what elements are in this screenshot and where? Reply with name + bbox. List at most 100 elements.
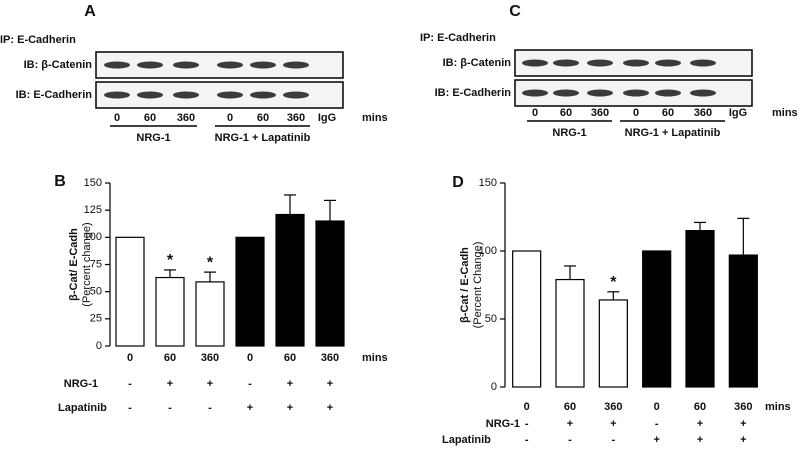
blot-band: [522, 89, 548, 97]
blot-band: [522, 59, 548, 67]
lane-label: 60: [144, 112, 156, 124]
blot-band: [104, 91, 130, 99]
blot-band: [623, 59, 649, 67]
condition-sign: +: [167, 378, 173, 390]
condition-sign: -: [525, 418, 529, 430]
x-tick-label: 360: [201, 352, 219, 364]
unit-label: mins: [772, 107, 798, 119]
group-label: NRG-1 + Lapatinib: [215, 132, 311, 144]
ip-label: IP: E-Cadherin: [0, 34, 76, 46]
condition-sign: -: [168, 402, 172, 414]
bar: [315, 220, 345, 347]
bar: [512, 250, 542, 388]
x-tick-label: 360: [321, 352, 339, 364]
lane-label: 360: [591, 107, 609, 119]
y-tick-label: 100: [479, 245, 497, 257]
x-tick-label: 60: [284, 352, 296, 364]
condition-sign: +: [207, 378, 213, 390]
bar: [555, 278, 585, 388]
y-tick-label: 75: [90, 258, 102, 270]
blot-band: [137, 61, 163, 69]
y-tick-label: 25: [90, 313, 102, 325]
blot-band: [553, 59, 579, 67]
condition-sign: +: [567, 418, 573, 430]
condition-sign: +: [247, 402, 253, 414]
x-tick-label: 360: [604, 401, 622, 413]
y-axis-sublabel: (Percent change): [81, 222, 93, 306]
y-tick-label: 150: [479, 177, 497, 189]
condition-label: NRG-1: [64, 378, 98, 390]
condition-sign: -: [128, 402, 132, 414]
blot-band: [690, 89, 716, 97]
y-tick-label: 50: [485, 313, 497, 325]
x-tick-label: 60: [694, 401, 706, 413]
blot-band: [623, 89, 649, 97]
lane-label: 60: [560, 107, 572, 119]
lane-label: 360: [694, 107, 712, 119]
lane-label: 0: [227, 112, 233, 124]
condition-sign: +: [653, 434, 659, 446]
condition-sign: +: [287, 402, 293, 414]
blot-band: [587, 89, 613, 97]
x-tick-label: 0: [247, 352, 253, 364]
y-tick-label: 0: [96, 340, 102, 352]
blot-band: [217, 91, 243, 99]
condition-sign: -: [208, 402, 212, 414]
condition-sign: +: [610, 418, 616, 430]
blot-row-label: IB: β-Catenin: [24, 59, 93, 71]
group-label: NRG-1: [136, 132, 170, 144]
x-tick-label: 0: [127, 352, 133, 364]
bar: [195, 281, 225, 347]
blot-band: [173, 61, 199, 69]
blot-band: [690, 59, 716, 67]
lane-label: IgG: [729, 107, 747, 119]
condition-sign: +: [327, 402, 333, 414]
blot-row-label: IB: E-Cadherin: [16, 89, 93, 101]
blot-row-label: IB: β-Catenin: [443, 57, 512, 69]
blot-band: [250, 91, 276, 99]
y-axis-sublabel: (Percent Change): [472, 242, 484, 329]
bar: [235, 236, 265, 347]
condition-sign: +: [697, 434, 703, 446]
blot-band: [137, 91, 163, 99]
blot-band: [655, 89, 681, 97]
blot-band: [173, 91, 199, 99]
y-tick-label: 50: [90, 286, 102, 298]
panel-label: D: [452, 174, 464, 191]
blot-band: [217, 61, 243, 69]
blot-band: [104, 61, 130, 69]
condition-label: Lapatinib: [58, 402, 107, 414]
blot-band: [553, 89, 579, 97]
condition-sign: -: [611, 434, 615, 446]
panel-label: C: [509, 3, 521, 20]
blot-band: [250, 61, 276, 69]
blot-band: [283, 91, 309, 99]
y-tick-label: 0: [491, 381, 497, 393]
lane-label: 360: [177, 112, 195, 124]
y-tick-label: 125: [84, 204, 102, 216]
bar: [685, 230, 715, 388]
condition-sign: -: [248, 378, 252, 390]
y-tick-label: 100: [84, 231, 102, 243]
bar: [115, 236, 145, 347]
condition-sign: +: [697, 418, 703, 430]
bar: [598, 299, 628, 388]
unit-label: mins: [765, 401, 791, 413]
unit-label: mins: [362, 352, 388, 364]
significance-mark: *: [207, 254, 214, 271]
panel-label: B: [54, 173, 66, 190]
blot-band: [655, 59, 681, 67]
lane-label: 0: [633, 107, 639, 119]
panel-label: A: [84, 3, 96, 20]
condition-sign: -: [568, 434, 572, 446]
lane-label: 360: [287, 112, 305, 124]
blot-row-label: IB: E-Cadherin: [435, 87, 512, 99]
condition-sign: +: [327, 378, 333, 390]
bar: [728, 254, 758, 388]
y-axis-label: β-Cat / E-Cadh: [459, 247, 471, 323]
x-tick-label: 360: [734, 401, 752, 413]
lane-label: IgG: [318, 112, 336, 124]
x-tick-label: 60: [164, 352, 176, 364]
